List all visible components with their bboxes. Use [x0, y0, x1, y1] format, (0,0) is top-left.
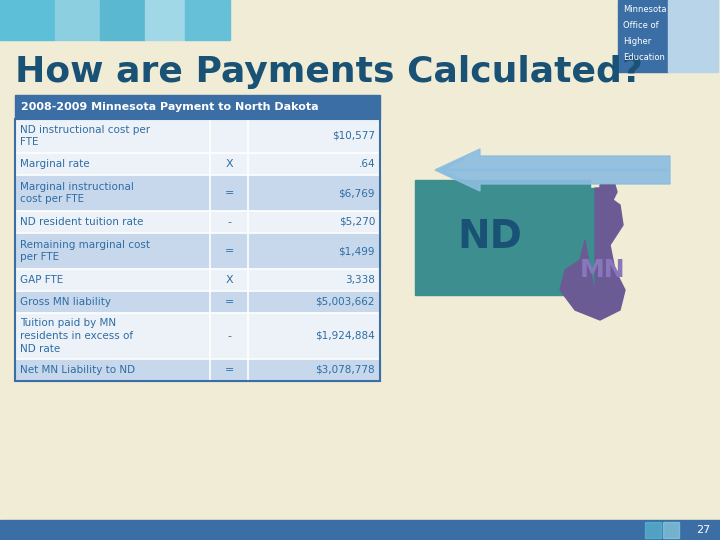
Bar	[145, 0, 185, 40]
Bar	[15, 269, 380, 291]
Bar	[663, 522, 679, 538]
Bar	[15, 359, 380, 381]
Text: 2008-2009 Minnesota Payment to North Dakota: 2008-2009 Minnesota Payment to North Dak…	[21, 102, 319, 112]
Text: 27: 27	[696, 525, 710, 535]
Text: Gross MN liability: Gross MN liability	[20, 297, 111, 307]
Text: Remaining marginal cost
per FTE: Remaining marginal cost per FTE	[20, 240, 150, 262]
FancyArrow shape	[435, 149, 670, 191]
Bar	[15, 313, 380, 359]
Text: $5,003,662: $5,003,662	[315, 297, 375, 307]
Bar	[0, 0, 55, 40]
Bar	[15, 211, 380, 233]
Bar	[0, 520, 720, 540]
Text: $1,924,884: $1,924,884	[315, 331, 375, 341]
Text: Tuition paid by MN
residents in excess of
ND rate: Tuition paid by MN residents in excess o…	[20, 318, 133, 354]
Text: .64: .64	[359, 159, 375, 169]
Bar	[15, 119, 380, 381]
Text: =: =	[225, 246, 234, 256]
Text: =: =	[225, 188, 234, 198]
Text: -: -	[227, 217, 231, 227]
Bar	[15, 291, 380, 313]
Text: Office of: Office of	[623, 22, 659, 30]
Text: -: -	[227, 331, 231, 341]
Text: GAP FTE: GAP FTE	[20, 275, 63, 285]
Text: Education: Education	[623, 53, 665, 63]
Bar	[668, 0, 718, 72]
Text: =: =	[225, 297, 234, 307]
Bar	[15, 95, 380, 119]
Text: Higher: Higher	[623, 37, 652, 46]
Text: How are Payments Calculated?: How are Payments Calculated?	[15, 55, 643, 89]
Bar	[618, 0, 668, 72]
Bar	[15, 153, 380, 175]
Text: MN: MN	[580, 258, 626, 282]
Polygon shape	[415, 180, 595, 295]
Bar	[15, 175, 380, 211]
Text: $10,577: $10,577	[332, 131, 375, 141]
Bar	[55, 0, 100, 40]
Text: ND: ND	[458, 219, 523, 256]
Text: 3,338: 3,338	[345, 275, 375, 285]
Text: Marginal instructional
cost per FTE: Marginal instructional cost per FTE	[20, 181, 134, 205]
Text: Minnesota: Minnesota	[623, 5, 667, 15]
Text: $3,078,778: $3,078,778	[315, 365, 375, 375]
Text: =: =	[225, 365, 234, 375]
Bar	[185, 0, 230, 40]
Text: X: X	[225, 159, 233, 169]
Text: ND resident tuition rate: ND resident tuition rate	[20, 217, 143, 227]
Bar	[100, 0, 145, 40]
Text: ND instructional cost per
FTE: ND instructional cost per FTE	[20, 125, 150, 147]
Bar	[15, 119, 380, 153]
Text: $1,499: $1,499	[338, 246, 375, 256]
Bar	[645, 522, 661, 538]
Polygon shape	[560, 185, 625, 320]
Text: Net MN Liability to ND: Net MN Liability to ND	[20, 365, 135, 375]
Text: X: X	[225, 275, 233, 285]
Text: Marginal rate: Marginal rate	[20, 159, 89, 169]
Bar	[15, 233, 380, 269]
Text: $6,769: $6,769	[338, 188, 375, 198]
Text: $5,270: $5,270	[338, 217, 375, 227]
